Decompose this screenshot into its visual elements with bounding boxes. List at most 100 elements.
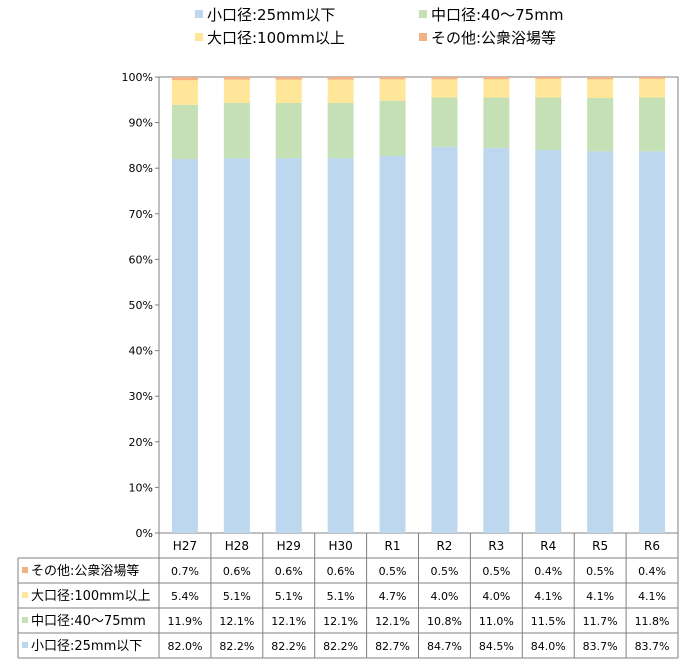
bar-H28-1 <box>223 102 250 159</box>
table-cell-value: 82.7% <box>375 640 410 653</box>
bar-R1-0 <box>379 155 406 533</box>
table-cell-value: 4.1% <box>638 590 666 603</box>
bar-H29-3 <box>275 77 302 80</box>
bar-H27-0 <box>171 159 198 533</box>
table-cell-value: 11.9% <box>167 615 202 628</box>
x-category-label: R3 <box>488 539 504 553</box>
table-cell-value: 0.5% <box>379 565 407 578</box>
y-tick-label: 50% <box>129 299 153 312</box>
bar-H29-2 <box>275 79 302 103</box>
table-cell-value: 82.2% <box>271 640 306 653</box>
y-tick-label: 90% <box>129 117 153 130</box>
legend-label: 中口径:40～75mm <box>431 6 563 24</box>
table-cell-value: 5.1% <box>275 590 303 603</box>
table-row-label: 小口径:25mm以下 <box>31 639 142 654</box>
bar-H28-2 <box>223 79 250 103</box>
bar-R3-3 <box>483 77 510 80</box>
table-cell-value: 0.5% <box>482 565 510 578</box>
table-row-swatch <box>22 567 28 573</box>
legend-swatch <box>195 33 203 41</box>
table-cell-value: 83.7% <box>635 640 670 653</box>
table-cell-value: 84.5% <box>479 640 514 653</box>
table-cell-value: 12.1% <box>271 615 306 628</box>
table-cell-value: 5.4% <box>171 590 199 603</box>
bar-R6-0 <box>639 151 666 533</box>
bar-H27-2 <box>171 80 198 105</box>
table-cell-value: 0.6% <box>275 565 303 578</box>
table-cell-value: 4.1% <box>586 590 614 603</box>
table-cell-value: 4.0% <box>482 590 510 603</box>
y-tick-label: 30% <box>129 390 153 403</box>
bar-R4-3 <box>535 77 562 79</box>
legend-swatch <box>419 33 427 41</box>
bar-R1-3 <box>379 77 406 80</box>
bar-R1-1 <box>379 100 406 156</box>
legend-label: 小口径:25mm以下 <box>207 6 335 24</box>
table-cell-value: 12.1% <box>375 615 410 628</box>
bar-H30-1 <box>327 102 354 159</box>
x-category-label: H29 <box>277 539 301 553</box>
table-cell-value: 12.1% <box>323 615 358 628</box>
table-cell-value: 10.8% <box>427 615 462 628</box>
bar-R4-0 <box>535 149 562 533</box>
bar-R5-3 <box>587 77 614 80</box>
table-cell-value: 0.5% <box>430 565 458 578</box>
table-row-label: 中口径:40～75mm <box>31 614 146 629</box>
bar-H27-3 <box>171 77 198 81</box>
bar-R5-2 <box>587 79 614 98</box>
x-category-label: R2 <box>436 539 452 553</box>
bar-R5-1 <box>587 97 614 152</box>
bar-H30-3 <box>327 77 354 80</box>
bar-R2-1 <box>431 97 458 147</box>
table-cell-value: 84.0% <box>531 640 566 653</box>
bar-R1-2 <box>379 79 406 101</box>
table-cell-value: 82.2% <box>323 640 358 653</box>
table-cell-value: 0.4% <box>534 565 562 578</box>
x-category-label: H30 <box>329 539 353 553</box>
bar-H30-2 <box>327 79 354 103</box>
data-table: H27 H28 H29 H30 R1 R2 R3 R4 R5 R6 その他:公衆浴場等 0.7% 0.6… <box>17 533 679 659</box>
bar-H29-1 <box>275 102 302 159</box>
table-cell-value: 4.0% <box>430 590 458 603</box>
table-cell-value: 12.1% <box>219 615 254 628</box>
legend-swatch <box>195 10 203 18</box>
y-tick-label: 0% <box>136 527 153 540</box>
table-row-swatch <box>22 592 28 598</box>
y-tick-label: 10% <box>129 481 153 494</box>
table-row-swatch <box>22 617 28 623</box>
table-cell-value: 4.7% <box>379 590 407 603</box>
table-cell-value: 11.8% <box>635 615 670 628</box>
y-tick-label: 100% <box>122 71 153 84</box>
table-cell-value: 0.5% <box>586 565 614 578</box>
x-category-label: R6 <box>644 539 660 553</box>
legend-swatch <box>419 10 427 18</box>
table-cell-value: 84.7% <box>427 640 462 653</box>
table-cell-value: 0.4% <box>638 565 666 578</box>
legend: 小口径:25mm以下 中口径:40～75mm 大口径:100mm以上 その他:公衆浴場… <box>195 6 563 47</box>
bar-R6-3 <box>639 77 666 79</box>
bar-R2-2 <box>431 79 458 98</box>
table-cell-value: 0.6% <box>223 565 251 578</box>
bar-R2-3 <box>431 77 458 80</box>
table-cell-value: 82.2% <box>219 640 254 653</box>
table-cell-value: 11.5% <box>531 615 566 628</box>
bar-H27-1 <box>171 104 198 160</box>
table-cell-value: 82.0% <box>167 640 202 653</box>
y-tick-label: 80% <box>129 162 153 175</box>
x-category-label: R1 <box>385 539 401 553</box>
bar-R4-2 <box>535 78 562 98</box>
x-category-label: R4 <box>540 539 556 553</box>
bar-H30-0 <box>327 158 354 533</box>
table-cell-value: 11.7% <box>583 615 618 628</box>
x-category-label: R5 <box>592 539 608 553</box>
bar-R2-0 <box>431 146 458 533</box>
bar-R6-1 <box>639 97 666 152</box>
table-cell-value: 4.1% <box>534 590 562 603</box>
bar-H28-3 <box>223 77 250 80</box>
table-cell-value: 83.7% <box>583 640 618 653</box>
table-row-label: 大口径:100mm以上 <box>31 589 151 604</box>
bar-R4-1 <box>535 97 562 150</box>
plot-area <box>158 76 679 534</box>
bar-H28-0 <box>223 158 250 533</box>
